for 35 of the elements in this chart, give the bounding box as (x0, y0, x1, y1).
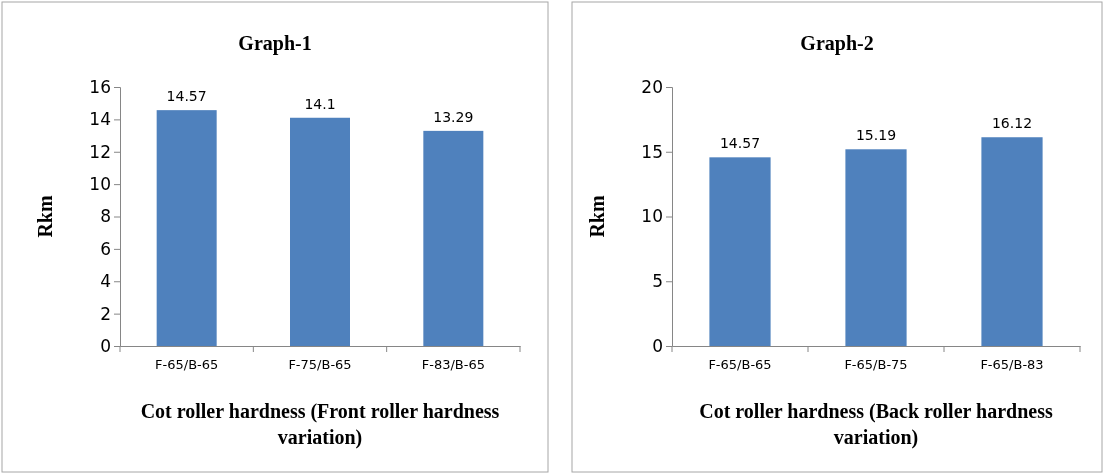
y-tick-label: 15 (641, 141, 663, 162)
x-tick-label: F-65/B-83 (980, 357, 1044, 373)
data-label: 13.29 (433, 108, 474, 125)
y-tick-label: 8 (100, 206, 111, 227)
y-tick-label: 20 (641, 76, 663, 97)
bar (981, 137, 1043, 346)
y-tick-label: 16 (89, 76, 111, 97)
bar (709, 157, 771, 346)
y-tick-label: 5 (652, 271, 663, 292)
y-axis-title: Rkm (34, 195, 56, 238)
x-axis-title: Cot roller hardness (Back roller hardness variation) (699, 400, 1053, 449)
x-tick-label: F-65/B-65 (708, 357, 772, 373)
x-tick-label: F-83/B-65 (421, 357, 485, 373)
x-tick-label: F-65/B-65 (155, 357, 219, 373)
y-tick-label: 14 (89, 109, 111, 130)
bar (845, 149, 907, 346)
y-tick-label: 6 (100, 238, 111, 259)
chart-title: Graph-1 (238, 32, 312, 55)
y-axis-title: Rkm (586, 195, 608, 238)
data-label: 14.57 (166, 88, 207, 105)
x-tick-label: F-65/B-75 (844, 357, 908, 373)
y-tick-label: 0 (100, 335, 111, 356)
y-tick-label: 4 (100, 271, 111, 292)
x-tick-label: F-75/B-65 (288, 357, 352, 373)
y-tick-label: 0 (652, 335, 663, 356)
data-label: 15.19 (855, 127, 897, 144)
data-label: 16.12 (991, 115, 1033, 132)
chart-title: Graph-2 (800, 32, 874, 55)
y-tick-label: 12 (89, 141, 111, 162)
x-axis-title: Cot roller hardness (Front roller hardness variation) (140, 400, 500, 449)
y-tick-label: 2 (100, 303, 111, 324)
y-tick-label: 10 (89, 174, 111, 195)
y-tick-label: 10 (641, 206, 663, 227)
data-label: 14.57 (719, 135, 761, 152)
data-label: 14.1 (304, 95, 336, 112)
